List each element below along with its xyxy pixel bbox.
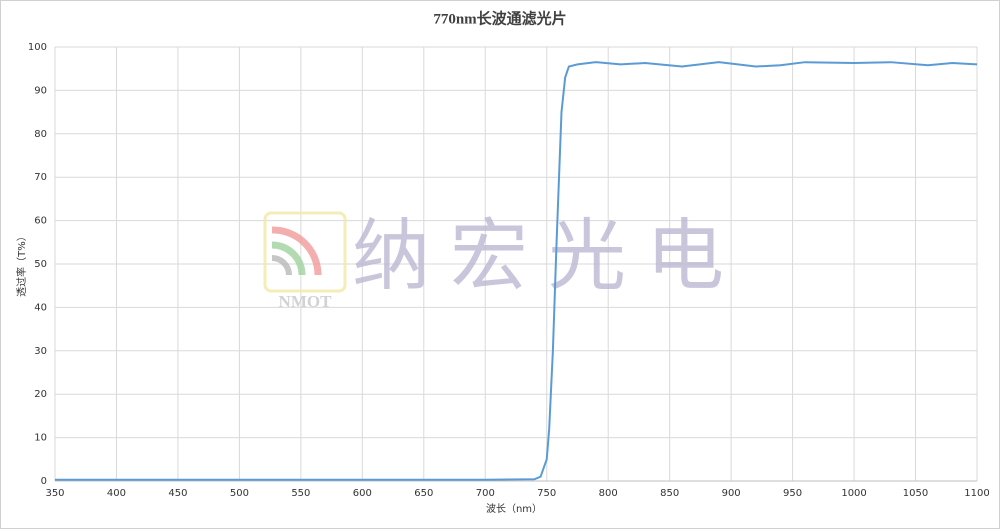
- y-axis-label: 透过率（T%）: [15, 231, 28, 297]
- y-tick-label: 80: [34, 129, 47, 140]
- x-tick-label: 1050: [903, 488, 928, 499]
- logo-arc: [271, 226, 322, 276]
- x-tick-label: 550: [291, 488, 310, 499]
- y-tick-label: 0: [41, 476, 47, 487]
- y-tick-label: 30: [34, 346, 47, 357]
- chart-title: 770nm长波通滤光片: [433, 9, 566, 27]
- watermark-text: 纳宏光电: [352, 212, 744, 302]
- y-tick-label: 100: [28, 42, 47, 53]
- y-tick-label: 60: [34, 216, 47, 227]
- y-tick-label: 20: [34, 389, 47, 400]
- watermark: NMOT 纳宏光电: [263, 211, 744, 311]
- data-line: [55, 61, 978, 481]
- logo-arc: [271, 255, 292, 276]
- x-tick-label: 800: [599, 488, 618, 499]
- x-tick-label: 400: [107, 488, 126, 499]
- x-tick-label: 700: [476, 488, 495, 499]
- logo-text: NMOT: [279, 292, 333, 311]
- logo-arc: [271, 241, 306, 276]
- y-tick-label: 90: [34, 85, 47, 96]
- x-tick-label: 650: [414, 488, 433, 499]
- y-tick-label: 10: [34, 433, 47, 444]
- x-tick-label: 950: [783, 488, 802, 499]
- x-tick-label: 600: [353, 488, 372, 499]
- x-tick-label: 500: [230, 488, 249, 499]
- x-tick-label: 450: [168, 488, 187, 499]
- x-tick-label: 850: [660, 488, 679, 499]
- x-tick-label: 750: [537, 488, 556, 499]
- y-tick-label: 70: [34, 172, 47, 183]
- x-tick-label: 900: [722, 488, 741, 499]
- x-axis-label: 波长（nm）: [486, 502, 542, 515]
- x-tick-label: 1100: [964, 488, 989, 499]
- logo-frame: [263, 211, 347, 293]
- y-tick-label: 50: [34, 259, 47, 270]
- x-tick-label: 350: [45, 488, 64, 499]
- x-tick-label: 1000: [841, 488, 866, 499]
- y-tick-label: 40: [34, 302, 47, 313]
